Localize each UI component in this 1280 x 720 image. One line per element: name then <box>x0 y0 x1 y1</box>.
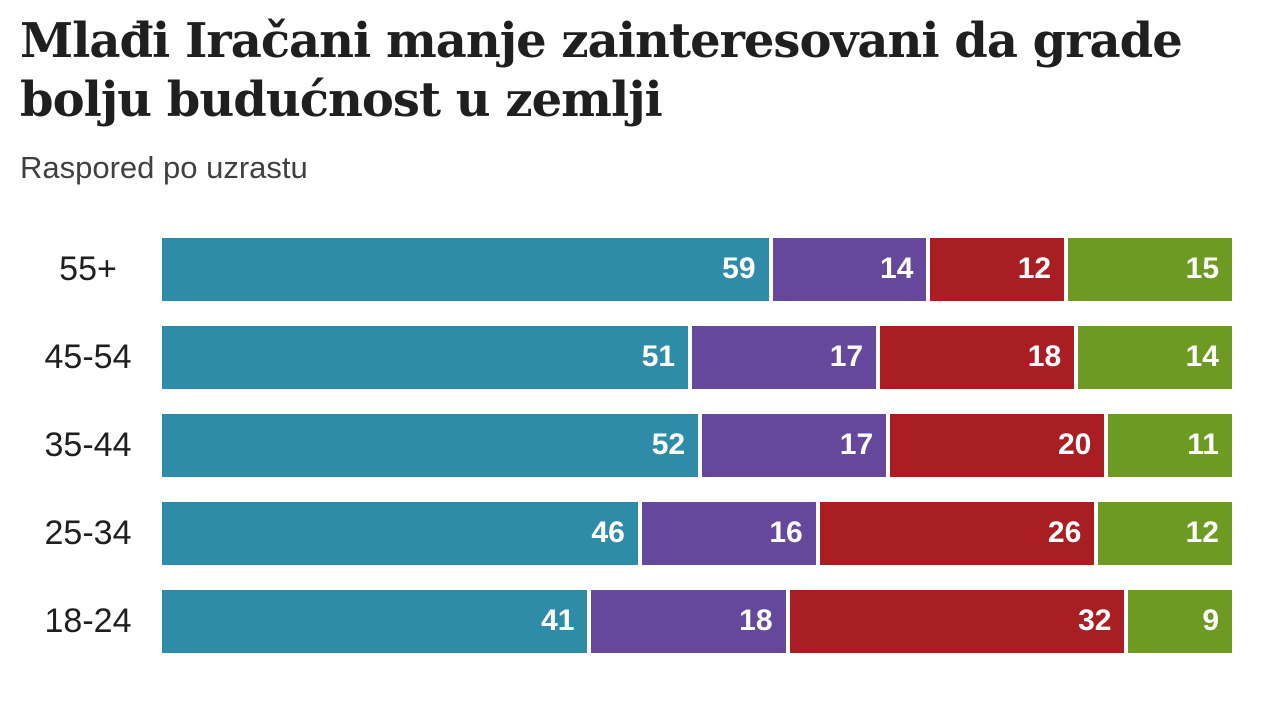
bar-segment-teal-segment: 41 <box>162 589 588 653</box>
segment-value-label: 18 <box>739 604 773 638</box>
bar-segment-green-segment: 11 <box>1108 413 1232 477</box>
bar-segment-teal-segment: 46 <box>162 501 638 565</box>
segment-value-label: 12 <box>1185 516 1219 550</box>
bar-segment-red-segment: 20 <box>890 413 1105 477</box>
bar-segment-green-segment: 9 <box>1128 589 1232 653</box>
bar-segment-red-segment: 32 <box>789 589 1125 653</box>
bar-segment-teal-segment: 51 <box>162 325 689 389</box>
segment-value-label: 20 <box>1057 428 1092 462</box>
bar-segment-purple-segment: 18 <box>591 589 786 653</box>
segment-value-label: 11 <box>1187 428 1219 462</box>
segment-value-label: 32 <box>1078 604 1112 638</box>
bar-segment-green-segment: 15 <box>1068 237 1233 301</box>
bar-chart: 55+ 59 14 12 15 45-54 51 17 18 14 35-44 52 17 20 11 25-… <box>20 237 1233 653</box>
segment-value-label: 52 <box>651 428 686 462</box>
segment-value-label: 12 <box>1017 252 1052 286</box>
page-title: Mlađi Iračani manje zainteresovani da gr… <box>20 13 1183 129</box>
bar-track: 41 18 32 9 <box>162 589 1232 653</box>
segment-value-label: 15 <box>1185 252 1220 286</box>
bar-segment-purple-segment: 14 <box>772 237 927 301</box>
segment-value-label: 9 <box>1202 604 1219 638</box>
category-label: 55+ <box>59 250 117 289</box>
chart-subtitle: Raspored po uzrastu <box>20 150 308 186</box>
bar-segment-red-segment: 26 <box>819 501 1095 565</box>
chart-row: 35-44 52 17 20 11 <box>20 413 1232 477</box>
segment-value-label: 14 <box>1185 340 1219 374</box>
bar-segment-red-segment: 12 <box>930 237 1065 301</box>
segment-value-label: 17 <box>829 340 864 374</box>
segment-value-label: 16 <box>769 516 803 550</box>
bar-segment-teal-segment: 59 <box>162 237 769 301</box>
bar-track: 46 16 26 12 <box>162 501 1232 565</box>
segment-value-label: 46 <box>591 516 625 550</box>
bar-segment-teal-segment: 52 <box>162 413 699 477</box>
segment-value-label: 14 <box>880 252 914 286</box>
category-label: 25-34 <box>44 514 132 553</box>
segment-value-label: 59 <box>722 252 756 286</box>
segment-value-label: 51 <box>641 340 676 374</box>
segment-value-label: 41 <box>541 604 575 638</box>
segment-value-label: 26 <box>1047 516 1082 550</box>
bar-segment-green-segment: 12 <box>1098 501 1232 565</box>
bar-track: 59 14 12 15 <box>162 237 1233 301</box>
category-label: 18-24 <box>44 602 132 641</box>
chart-row: 45-54 51 17 18 14 <box>20 325 1232 389</box>
category-label: 45-54 <box>44 338 132 377</box>
bar-track: 51 17 18 14 <box>162 325 1232 389</box>
bar-segment-purple-segment: 17 <box>702 413 887 477</box>
chart-row: 55+ 59 14 12 15 <box>20 237 1233 301</box>
chart-row: 18-24 41 18 32 9 <box>20 589 1232 653</box>
bar-segment-purple-segment: 17 <box>692 325 877 389</box>
bar-segment-red-segment: 18 <box>880 325 1075 389</box>
chart-row: 25-34 46 16 26 12 <box>20 501 1232 565</box>
segment-value-label: 17 <box>839 428 874 462</box>
bar-track: 52 17 20 11 <box>162 413 1232 477</box>
bar-segment-green-segment: 14 <box>1078 325 1232 389</box>
bar-segment-purple-segment: 16 <box>641 501 816 565</box>
segment-value-label: 18 <box>1027 340 1062 374</box>
category-label: 35-44 <box>44 426 132 465</box>
